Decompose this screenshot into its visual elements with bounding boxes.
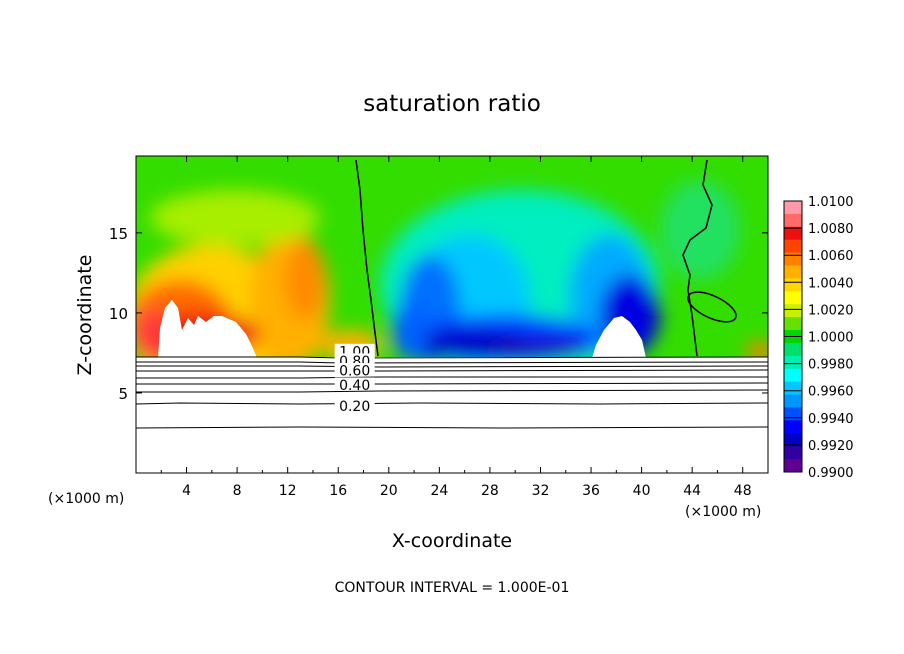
colorbar-swatch [784,342,802,357]
contour-loop [687,291,737,323]
colorbar-label: 0.9900 [808,466,854,481]
colorbar-swatch [784,433,802,447]
colorbar-label: 1.0040 [808,276,854,291]
contour-label-bg [334,398,375,412]
colorbar-label: 0.9960 [808,385,854,400]
contour-label-bg [334,377,375,391]
contour-line-sat-1 [355,159,379,357]
x-unit-label-left: (×1000 m) [48,491,124,507]
colorbar-swatch [784,420,802,434]
contour-labels: 1.000.800.600.400.20 [334,343,375,415]
cloud-base-fringe [136,357,768,361]
colorbar-swatch [784,355,802,370]
x-tick-label: 24 [430,483,448,499]
colorbar-swatch [784,407,802,421]
colorbar-label: 1.0080 [808,222,854,237]
x-tick-label: 20 [380,483,398,499]
y-tick-label: 5 [118,385,128,403]
colorbar-swatch [784,317,802,331]
x-axis-label: X-coordinate [392,530,512,552]
heatmap-field [136,156,768,473]
colorbar-label: 0.9920 [808,439,854,454]
contour-label: 0.20 [339,399,370,415]
y-axis: 5 10 15 [109,225,768,403]
x-tick-label: 16 [329,483,347,499]
colorbar: 1.0100 1.0080 1.0060 1.0040 1.0020 1.0000 0.99… [783,195,854,481]
x-tick-label: 28 [481,483,499,499]
contour-label: 0.40 [339,378,370,394]
y-tick-label: 10 [109,305,128,323]
contour-label-bg [334,363,375,377]
colorbar-swatch [784,239,802,254]
colorbar-swatch [784,252,802,267]
y-axis-label: Z-coordinate [74,255,96,376]
cloud-region-right [592,316,646,358]
plot-frame [135,155,769,474]
x-tick-label: 8 [233,483,242,499]
x-unit-label-right: (×1000 m) [685,504,761,520]
colorbar-label: 1.0060 [808,249,854,264]
colorbar-swatch [784,394,802,408]
colorbar-swatch [784,381,802,396]
contour-interval-note: CONTOUR INTERVAL = 1.000E-01 [335,580,570,596]
x-tick-label: 36 [582,483,600,499]
colorbar-swatch [784,226,802,241]
x-axis: 4 8 12 16 20 24 28 32 36 40 44 48 [160,156,752,499]
colorbar-swatch [784,368,802,383]
y-tick-label: 15 [109,225,128,243]
colorbar-label: 0.9980 [808,358,854,373]
colorbar-swatch [784,265,802,279]
x-tick-label: 12 [279,483,297,499]
colorbar-label: 1.0000 [808,331,854,346]
colorbar-swatch [784,459,802,473]
contour-label: 0.60 [339,364,370,380]
x-tick-label: 44 [683,483,701,499]
x-tick-label: 40 [633,483,651,499]
colorbar-label: 0.9940 [808,412,854,427]
cloud-region-left [158,300,257,358]
colorbar-label: 1.0020 [808,303,854,318]
colorbar-swatch [784,291,802,305]
chart-title: saturation ratio [363,91,541,117]
colorbar-swatch [784,304,802,318]
colorbar-swatch [784,213,802,228]
colorbar-swatch [784,278,802,292]
x-tick-label: 48 [734,483,752,499]
colorbar-label: 1.0100 [808,195,854,210]
x-tick-label: 4 [182,483,191,499]
x-tick-label: 32 [532,483,550,499]
colorbar-swatch [784,201,802,215]
colorbar-swatch [784,446,802,460]
